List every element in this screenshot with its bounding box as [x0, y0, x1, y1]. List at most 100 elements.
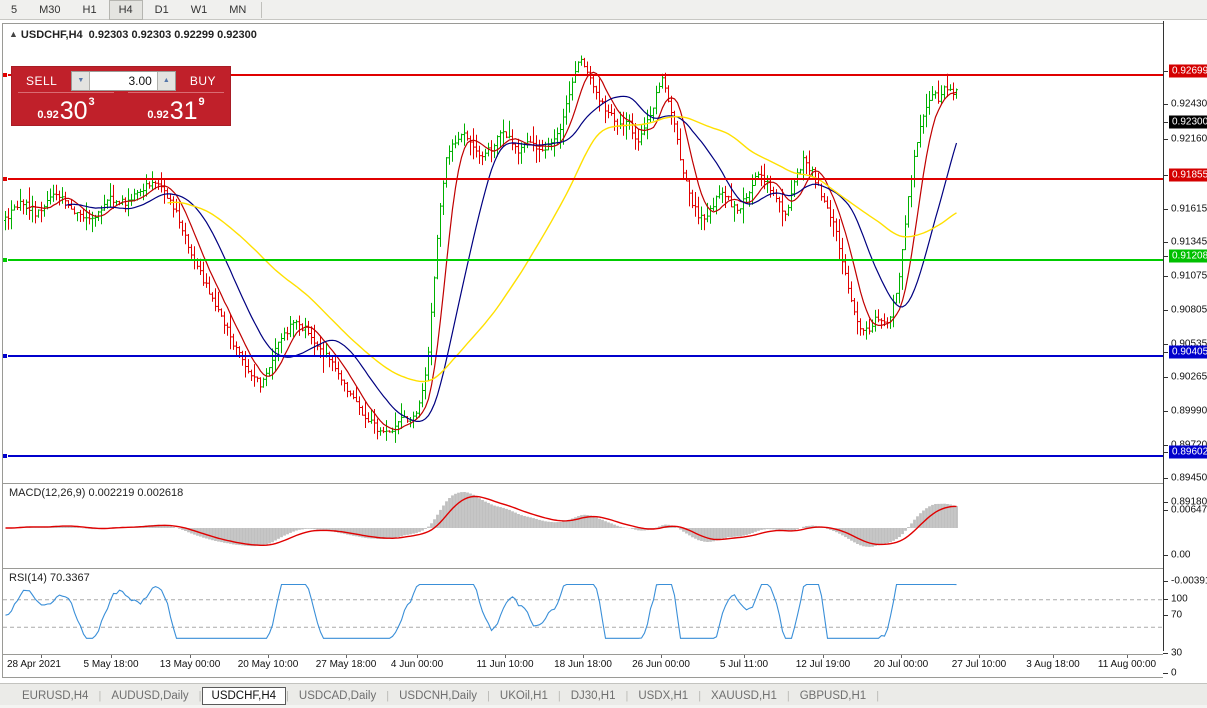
scale-tick — [1163, 653, 1168, 654]
symbol-name: USDCHF,H4 — [20, 29, 83, 41]
symbol-tab-usdchf[interactable]: USDCHF,H4 — [201, 687, 287, 705]
time-label: 27 Jul 10:00 — [951, 659, 1007, 670]
buy-button[interactable]: BUY — [189, 73, 216, 88]
macd-pane[interactable]: MACD(12,26,9) 0.002219 0.002618 — [3, 483, 1174, 568]
level-anchor[interactable] — [3, 257, 8, 263]
time-tick — [979, 655, 980, 658]
price-label-100: 100 — [1171, 593, 1188, 605]
symbol-tab-ukoil[interactable]: UKOil,H1 — [499, 690, 548, 702]
time-tick — [583, 655, 584, 658]
symbol-tab-dj30[interactable]: DJ30,H1 — [570, 690, 616, 702]
scale-tick — [1163, 344, 1168, 345]
time-label: 20 May 10:00 — [237, 659, 299, 670]
lot-size-input[interactable]: 3.00 — [128, 73, 152, 88]
symbol-ohlc: 0.92303 0.92303 0.92299 0.92300 — [88, 29, 257, 41]
time-tick — [417, 655, 418, 658]
tab-divider: | — [698, 690, 702, 702]
time-tick — [1127, 655, 1128, 658]
level-anchor[interactable] — [3, 72, 8, 78]
tab-divider: | — [625, 690, 629, 702]
price-scale[interactable]: 0.92699 0.92430 0.92300 0.92160 0.91855 0.916… — [1163, 21, 1207, 683]
symbol-header: ▲ USDCHF,H4 0.92303 0.92303 0.92299 0.9230… — [9, 29, 257, 41]
symbol-tab-gbpusd[interactable]: GBPUSD,H1 — [799, 690, 867, 702]
scale-tick — [1163, 139, 1168, 140]
time-label: 5 May 18:00 — [83, 659, 139, 670]
scale-tick — [1163, 502, 1168, 503]
scale-tick — [1163, 377, 1168, 378]
timeframe-button-mn[interactable]: MN — [229, 3, 247, 16]
resistance-0.92699[interactable] — [3, 72, 1166, 78]
sell-price-prefix: 0.92 — [37, 109, 59, 121]
support-0.89602[interactable] — [3, 453, 1166, 459]
scale-tick — [1163, 209, 1168, 210]
scale-tick — [1163, 673, 1168, 674]
macd-label: MACD(12,26,9) 0.002219 0.002618 — [9, 487, 184, 499]
price-label-0.91615: 0.91615 — [1171, 203, 1207, 215]
price-plot[interactable] — [3, 24, 1166, 483]
price-label-30: 30 — [1171, 647, 1183, 659]
price-pane[interactable] — [3, 24, 1174, 483]
price-label-0.89180: 0.89180 — [1171, 496, 1207, 508]
symbol-tab-usdx[interactable]: USDX,H1 — [638, 690, 689, 702]
one-click-trading-panel[interactable]: SELL ▼ 3.00 ▲ BUY 0.92 30 3 0.92 — [11, 66, 231, 126]
support-0.91208[interactable] — [3, 257, 1166, 263]
time-tick — [41, 655, 42, 658]
symbol-tab-bar[interactable]: EURUSD,H4 | AUDUSD,Daily | USDCHF,H4 | USDCAD,… — [0, 683, 1207, 708]
sell-button[interactable]: SELL — [26, 73, 58, 88]
scale-tick — [1163, 581, 1168, 582]
tab-divider: | — [487, 690, 490, 702]
resistance-0.91855[interactable] — [3, 176, 1166, 182]
sell-price-sup: 3 — [88, 96, 95, 108]
symbol-tab-audusd[interactable]: AUDUSD,Daily — [111, 690, 189, 702]
buy-divider — [128, 92, 224, 93]
time-tick — [744, 655, 745, 658]
symbol-tab-usdcad[interactable]: USDCAD,Daily — [298, 690, 377, 702]
timeframe-button-h1[interactable]: H1 — [82, 3, 97, 16]
price-label-0.91208: 0.91208 — [1169, 249, 1207, 263]
timeframe-button-d1[interactable]: D1 — [154, 3, 169, 16]
price-label-0.91345: 0.91345 — [1171, 236, 1207, 248]
scale-tick — [1163, 175, 1168, 176]
scale-tick — [1163, 71, 1168, 72]
price-label-0.89602: 0.89602 — [1169, 445, 1207, 459]
buy-price-sup: 9 — [198, 96, 205, 108]
lot-size-stepper[interactable]: ▼ 3.00 ▲ — [71, 70, 176, 91]
level-anchor[interactable] — [3, 353, 8, 359]
collapse-triangle-icon[interactable]: ▲ — [9, 29, 18, 39]
timeframe-toolbar: 5 M30 H1 H4 D1 W1 MN — [0, 0, 1207, 20]
price-label-0.91075: 0.91075 — [1171, 270, 1207, 282]
scale-tick — [1163, 599, 1168, 600]
symbol-tab-xauusd[interactable]: XAUUSD,H1 — [711, 690, 777, 702]
timeframe-button-m30[interactable]: M30 — [39, 3, 61, 16]
timeframe-button-5[interactable]: 5 — [11, 3, 18, 16]
time-label: 11 Aug 00:00 — [1097, 659, 1157, 670]
time-axis[interactable]: 28 Apr 2021 5 May 18:00 13 May 00:00 20 May… — [3, 654, 1174, 677]
support-0.90405[interactable] — [3, 353, 1166, 359]
lot-increase-icon[interactable]: ▲ — [156, 71, 175, 90]
scale-tick — [1163, 352, 1168, 353]
price-scale-axis — [1163, 21, 1164, 651]
scale-tick — [1163, 411, 1168, 412]
toolbar-divider — [261, 1, 263, 18]
symbol-tab-eurusd[interactable]: EURUSD,H4 — [22, 690, 89, 702]
level-anchor[interactable] — [3, 453, 8, 459]
rsi-label: RSI(14) 70.3367 — [9, 572, 90, 584]
tab-divider: | — [386, 690, 390, 702]
rsi-pane[interactable]: RSI(14) 70.3367 — [3, 568, 1174, 654]
time-label: 12 Jul 19:00 — [795, 659, 851, 670]
tab-divider: | — [286, 690, 289, 702]
lot-decrease-icon[interactable]: ▼ — [72, 71, 91, 90]
time-tick — [268, 655, 269, 658]
symbol-tab-usdcnh[interactable]: USDCNH,Daily — [399, 690, 478, 702]
scale-tick — [1163, 555, 1168, 556]
scale-tick — [1163, 122, 1168, 123]
buy-price-big: 31 — [169, 97, 198, 125]
time-tick — [1053, 655, 1054, 658]
time-tick — [111, 655, 112, 658]
buy-price-quote[interactable]: 0.92 31 9 — [122, 92, 230, 125]
timeframe-button-h4[interactable]: H4 — [108, 0, 143, 20]
sell-price-quote[interactable]: 0.92 30 3 — [12, 92, 122, 125]
level-anchor[interactable] — [3, 176, 8, 182]
timeframe-button-w1[interactable]: W1 — [190, 3, 208, 16]
price-label-0.89990: 0.89990 — [1171, 405, 1207, 417]
